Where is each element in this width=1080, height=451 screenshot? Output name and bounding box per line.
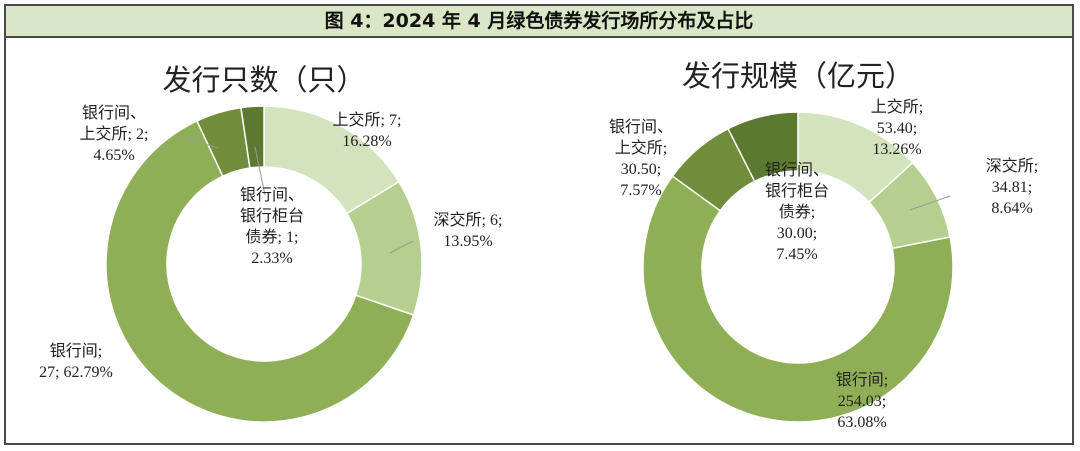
chart-2-label-4: 银行间、上交所; 30.50; 7.57% <box>609 118 673 199</box>
chart-2-leader-2 <box>909 195 951 211</box>
chart-1-label-3: 银行间; 27; 62.79% <box>39 342 113 381</box>
chart-2-label-1: 上交所; 53.40; 13.26% <box>871 98 923 158</box>
chart-2-slice-5 <box>727 111 799 183</box>
figure-title: 图 4：2024 年 4 月绿色债券发行场所分布及占比 <box>6 6 1072 38</box>
chart-2-slice-3 <box>642 175 954 423</box>
chart-1-label-1: 上交所; 7; 16.28% <box>333 111 402 150</box>
chart-1-title: 发行只数（只） <box>162 63 365 97</box>
chart-1-label-4: 银行间、上交所; 2; 4.65% <box>80 104 149 164</box>
chart-1-leader-4 <box>175 134 219 149</box>
chart-1-leader-5 <box>254 146 266 196</box>
chart-2-label-5: 银行间、银行柜台债券; 30.00; 7.45% <box>765 161 829 263</box>
chart-1-label-5: 银行间、银行柜台债券; 1; 2.33% <box>240 186 304 267</box>
chart-1-slice-5 <box>240 105 265 169</box>
chart-1-label-2: 深交所; 6; 13.95% <box>434 211 503 250</box>
chart-1-slice-3 <box>105 119 415 423</box>
chart-1-leader-2 <box>389 240 414 254</box>
chart-2-label-2: 深交所; 34.81; 8.64% <box>986 157 1038 217</box>
chart-2-title: 发行规模（亿元） <box>682 59 914 93</box>
chart-2-label-3: 银行间; 254.03; 63.08% <box>836 371 888 431</box>
